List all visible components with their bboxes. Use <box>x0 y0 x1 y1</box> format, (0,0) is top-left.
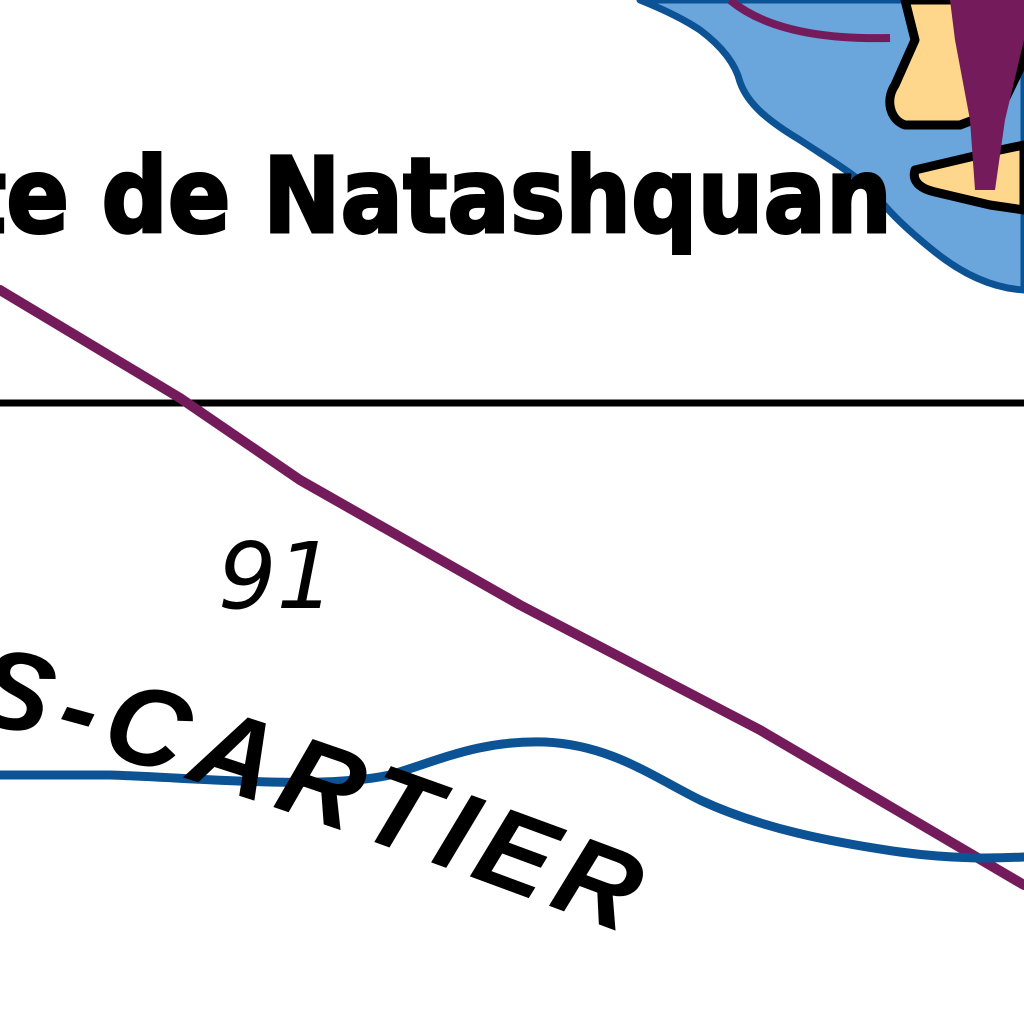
boundary-curve-top <box>727 0 891 43</box>
lighthouse-icon <box>885 0 1024 215</box>
curved-label: S-CARTIER <box>0 621 668 959</box>
curved-label-text: S-CARTIER <box>0 621 658 959</box>
river-line <box>0 737 1024 863</box>
boundary-line <box>0 285 1024 890</box>
route-number: 91 <box>218 523 335 630</box>
place-label: te de Natashquan <box>0 135 892 257</box>
